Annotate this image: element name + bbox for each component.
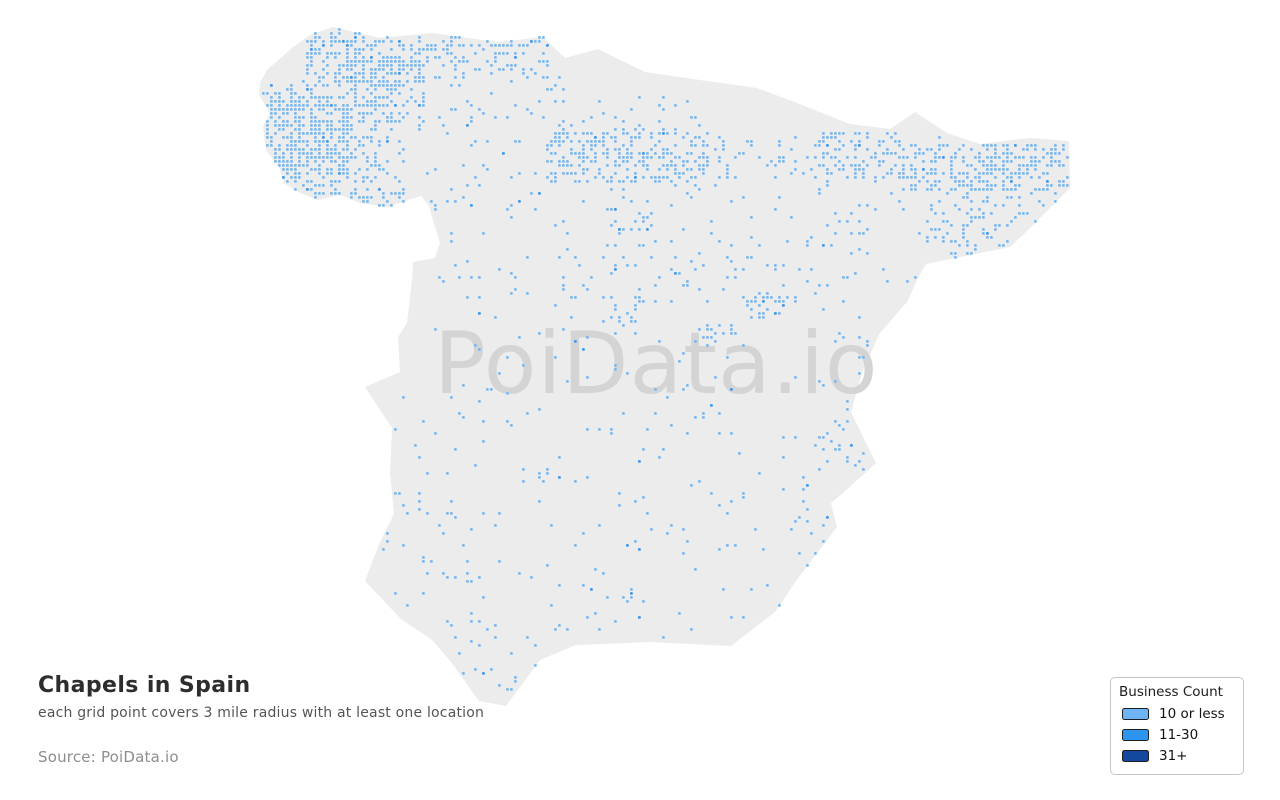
business-count-dot-layer	[262, 28, 1069, 691]
map-title: Chapels in Spain	[38, 673, 251, 698]
title-block: Chapels in Spain each grid point covers …	[38, 673, 484, 766]
legend: Business Count 10 or less 11-30 31+	[1110, 677, 1244, 775]
legend-item-1: 11-30	[1119, 724, 1235, 745]
legend-item-2: 31+	[1119, 745, 1235, 766]
legend-swatch	[1122, 707, 1149, 720]
watermark: PoiData.io	[434, 314, 879, 414]
spain-landmass	[259, 27, 1070, 706]
map-subtitle: each grid point covers 3 mile radius wit…	[38, 705, 485, 721]
legend-label: 11-30	[1159, 726, 1199, 743]
legend-label: 31+	[1159, 747, 1188, 764]
legend-item-0: 10 or less	[1119, 703, 1235, 724]
legend-swatch	[1122, 749, 1149, 762]
legend-title: Business Count	[1119, 684, 1223, 700]
legend-swatch	[1122, 728, 1149, 741]
legend-items: 10 or less 11-30 31+	[1119, 703, 1235, 766]
legend-label: 10 or less	[1159, 705, 1225, 722]
source-attribution: Source: PoiData.io	[38, 748, 179, 766]
